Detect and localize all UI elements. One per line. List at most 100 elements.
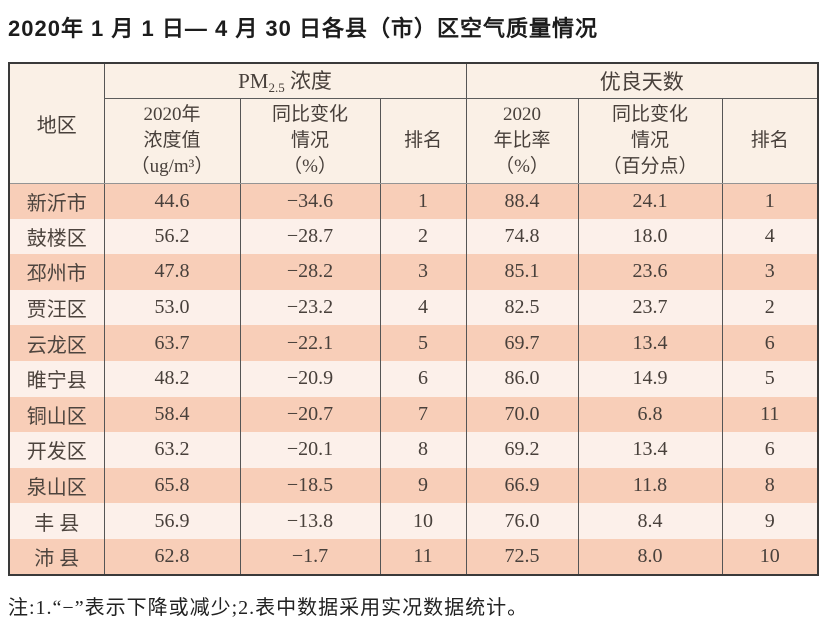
ratio-cell: 66.9 [465,467,579,504]
ratio-change-cell: 13.4 [577,432,723,468]
pm-value-cell: 63.7 [103,325,240,361]
pm-rank-header: 排名 [379,98,467,184]
pm-change-cell: −20.1 [239,432,380,468]
table-row: 沛 县 62.8 −1.7 11 72.5 8.0 10 [9,538,819,575]
ratio-change-cell: 11.8 [577,467,723,504]
ratio-rank-cell: 2 [721,289,819,326]
pm-value-cell: 56.2 [103,218,240,255]
ratio-cell: 82.5 [465,289,579,326]
pm-value-cell: 56.9 [103,503,240,539]
ratio-change-cell: 6.8 [577,396,723,433]
pm-change-cell: −34.6 [239,183,380,219]
region-cell: 铜山区 [9,396,104,433]
pm-change-cell: −20.7 [239,396,380,433]
ratio-rank-cell: 6 [721,432,819,468]
ratio-change-cell: 8.0 [577,538,723,575]
ratio-change-cell: 8.4 [577,503,723,539]
ratio-header: 2020 年比率 （%） [465,98,579,184]
ratio-change-cell: 23.7 [577,289,723,326]
ratio-rank-cell: 11 [721,396,819,433]
ratio-cell: 76.0 [465,503,579,539]
table-row: 新沂市 44.6 −34.6 1 88.4 24.1 1 [9,183,819,219]
pm-change-cell: −28.2 [239,254,380,290]
pm-label-subscript: 2.5 [268,80,285,96]
pm-rank-cell: 11 [379,538,467,575]
table-row: 开发区 63.2 −20.1 8 69.2 13.4 6 [9,432,819,468]
region-cell: 邳州市 [9,254,104,290]
pm-rank-cell: 8 [379,432,467,468]
region-header-cell: 地区 [9,63,104,184]
pm-change-cell: −23.2 [239,289,380,326]
pm-value-cell: 65.8 [103,467,240,504]
ratio-cell: 69.2 [465,432,579,468]
ratio-change-cell: 18.0 [577,218,723,255]
table-row: 贾汪区 53.0 −23.2 4 82.5 23.7 2 [9,289,819,326]
ratio-cell: 69.7 [465,325,579,361]
table-row: 铜山区 58.4 −20.7 7 70.0 6.8 11 [9,396,819,433]
ratio-change-cell: 13.4 [577,325,723,361]
ratio-rank-cell: 1 [721,183,819,219]
pm-value-header: 2020年 浓度值 （ug/m³） [103,98,240,184]
pm-change-cell: −22.1 [239,325,380,361]
region-cell: 泉山区 [9,467,104,504]
page-title: 2020年 1 月 1 日— 4 月 30 日各县（市）区空气质量情况 [8,16,599,41]
pm-value-cell: 47.8 [103,254,240,290]
region-cell: 丰 县 [9,503,104,539]
table-body: 新沂市 44.6 −34.6 1 88.4 24.1 1 鼓楼区 56.2 −2… [9,183,819,575]
table-row: 丰 县 56.9 −13.8 10 76.0 8.4 9 [9,503,819,539]
ratio-cell: 74.8 [465,218,579,255]
pm-change-cell: −20.9 [239,360,380,397]
ratio-rank-cell: 6 [721,325,819,361]
pm-rank-cell: 10 [379,503,467,539]
pm-rank-cell: 7 [379,396,467,433]
region-cell: 贾汪区 [9,289,104,326]
pm-value-cell: 63.2 [103,432,240,468]
ratio-change-cell: 24.1 [577,183,723,219]
region-cell: 沛 县 [9,538,104,575]
region-cell: 睢宁县 [9,360,104,397]
ratio-rank-cell: 8 [721,467,819,504]
pm-change-cell: −28.7 [239,218,380,255]
pm-rank-cell: 6 [379,360,467,397]
table-header: 地区 PM2.5 浓度 优良天数 2020年 浓度值 （ug/m³） 同比变化 … [9,63,819,184]
ratio-change-cell: 14.9 [577,360,723,397]
days-group-header: 优良天数 [465,63,819,99]
pm-change-cell: −18.5 [239,467,380,504]
pm-rank-cell: 5 [379,325,467,361]
ratio-cell: 72.5 [465,538,579,575]
sub-header-row: 2020年 浓度值 （ug/m³） 同比变化 情况 （%） 排名 2020 年比… [9,98,819,184]
ratio-rank-cell: 10 [721,538,819,575]
footnote: 注:1.“−”表示下降或减少;2.表中数据采用实况数据统计。 [8,596,529,619]
pm-value-cell: 53.0 [103,289,240,326]
table-row: 鼓楼区 56.2 −28.7 2 74.8 18.0 4 [9,218,819,255]
pm-value-cell: 44.6 [103,183,240,219]
ratio-rank-cell: 3 [721,254,819,290]
region-cell: 开发区 [9,432,104,468]
pm-rank-cell: 3 [379,254,467,290]
ratio-rank-header: 排名 [721,98,819,184]
pm-label-prefix: PM [238,69,269,94]
region-cell: 鼓楼区 [9,218,104,255]
region-cell: 新沂市 [9,183,104,219]
region-cell: 云龙区 [9,325,104,361]
pm-rank-cell: 9 [379,467,467,504]
pm-value-cell: 62.8 [103,538,240,575]
ratio-rank-cell: 4 [721,218,819,255]
ratio-rank-cell: 9 [721,503,819,539]
air-quality-table: 地区 PM2.5 浓度 优良天数 2020年 浓度值 （ug/m³） 同比变化 … [8,62,820,576]
pm-change-cell: −13.8 [239,503,380,539]
pm-group-header: PM2.5 浓度 [103,63,467,99]
pm-change-header: 同比变化 情况 （%） [239,98,380,184]
ratio-cell: 86.0 [465,360,579,397]
ratio-change-cell: 23.6 [577,254,723,290]
table-row: 睢宁县 48.2 −20.9 6 86.0 14.9 5 [9,360,819,397]
ratio-rank-cell: 5 [721,360,819,397]
pm-rank-cell: 4 [379,289,467,326]
group-header-row: 地区 PM2.5 浓度 优良天数 [9,63,819,184]
pm-change-cell: −1.7 [239,538,380,575]
pm-value-cell: 48.2 [103,360,240,397]
pm-value-cell: 58.4 [103,396,240,433]
table-row: 泉山区 65.8 −18.5 9 66.9 11.8 8 [9,467,819,504]
ratio-cell: 88.4 [465,183,579,219]
ratio-change-header: 同比变化 情况 （百分点） [577,98,723,184]
